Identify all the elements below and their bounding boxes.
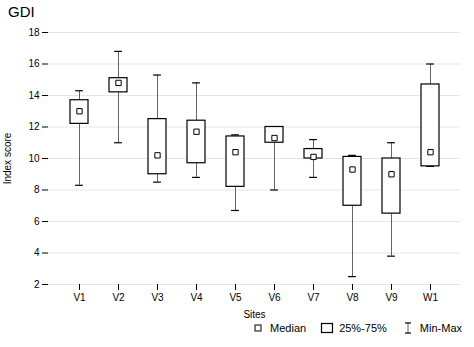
svg-text:8: 8 xyxy=(34,184,40,195)
svg-text:Index score: Index score xyxy=(2,132,13,184)
svg-text:V4: V4 xyxy=(190,292,203,303)
html-text:Min-Max: Min-Max xyxy=(419,322,462,334)
svg-text:W1: W1 xyxy=(423,292,438,303)
svg-text:V1: V1 xyxy=(73,292,86,303)
svg-text:V6: V6 xyxy=(268,292,281,303)
svg-text:V3: V3 xyxy=(151,292,164,303)
svg-text:18: 18 xyxy=(28,27,40,38)
svg-text:6: 6 xyxy=(34,216,40,227)
svg-text:10: 10 xyxy=(28,153,40,164)
html-text:25%-75%: 25%-75% xyxy=(339,322,387,334)
svg-text:2: 2 xyxy=(34,279,40,290)
svg-text:V7: V7 xyxy=(307,292,320,303)
svg-text:4: 4 xyxy=(34,247,40,258)
svg-text:Sites: Sites xyxy=(243,309,265,320)
svg-text:V2: V2 xyxy=(112,292,125,303)
svg-text:V8: V8 xyxy=(346,292,359,303)
svg-text:V5: V5 xyxy=(229,292,242,303)
svg-text:V9: V9 xyxy=(385,292,398,303)
html-text:GDI: GDI xyxy=(8,3,35,20)
svg-text:16: 16 xyxy=(28,58,40,69)
svg-text:14: 14 xyxy=(28,90,40,101)
svg-text:12: 12 xyxy=(28,121,40,132)
html-text:Median: Median xyxy=(270,322,307,334)
